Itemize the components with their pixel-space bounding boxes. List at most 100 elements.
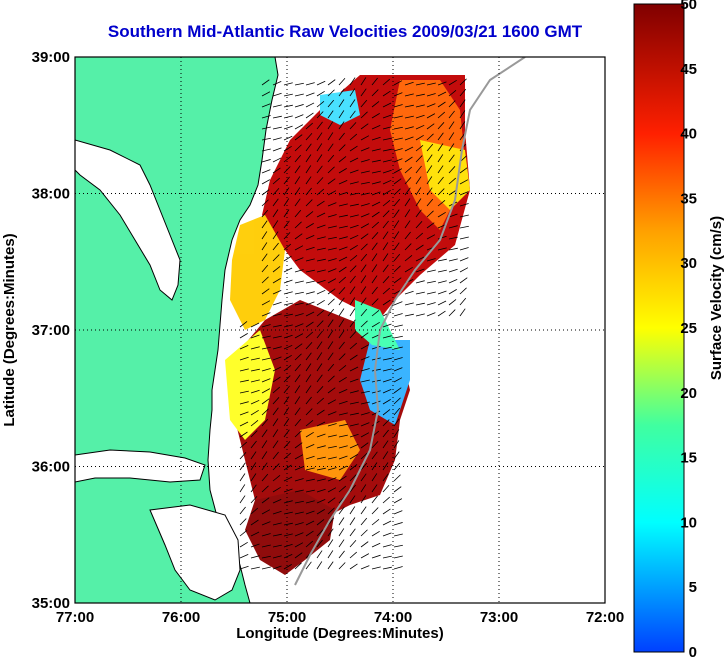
velocity-arrow [272,209,279,218]
velocity-arrow [272,533,282,537]
velocity-arrow [250,484,257,493]
velocity-arrow [338,539,345,548]
velocity-arrow [283,344,293,350]
velocity-arrow [349,214,359,218]
velocity-arrow [261,288,270,295]
velocity-arrow [338,517,345,526]
velocity-arrow [239,390,249,394]
velocity-arrow [261,346,271,350]
velocity-arrow [382,346,392,350]
velocity-arrow [261,179,271,185]
velocity-arrow [239,356,249,361]
velocity-arrow [327,477,337,482]
velocity-arrow [338,225,348,229]
velocity-arrow [316,132,323,141]
velocity-arrow [316,539,323,548]
velocity-arrow [294,104,304,108]
velocity-arrow [415,198,422,207]
velocity-arrow [294,93,304,97]
velocity-arrow [261,555,271,559]
colorbar-tick-label: 10 [680,514,697,531]
velocity-arrow [415,280,425,284]
plot-frame [74,56,606,604]
velocity-arrow [448,309,456,317]
velocity-arrow [272,220,279,229]
velocity-arrow [272,231,279,240]
velocity-arrow [382,102,392,108]
velocity-arrow [316,80,326,86]
velocity-arrow [283,375,291,383]
velocity-arrow [459,225,469,229]
velocity-arrow [393,462,401,471]
velocity-arrow [305,385,312,394]
velocity-arrow [283,313,293,317]
velocity-arrow [294,302,304,306]
velocity-arrow [338,214,348,218]
velocity-arrow [349,390,359,394]
velocity-arrow [448,143,455,152]
velocity-arrow [360,442,369,449]
velocity-arrow [338,266,347,273]
velocity-arrow [349,99,356,108]
velocity-arrow [283,176,290,185]
velocity-arrow [272,278,281,284]
velocity-arrow [360,253,368,262]
velocity-arrow [294,522,304,526]
velocity-arrow [250,389,260,394]
velocity-arrow [305,199,313,207]
velocity-arrow [239,452,247,460]
velocity-arrow [327,268,337,273]
velocity-arrow [272,544,282,548]
velocity-arrow [349,354,358,361]
velocity-arrow [338,78,346,86]
velocity-arrow [393,451,400,460]
velocity-arrow [404,266,413,273]
velocity-arrow [261,368,271,372]
velocity-arrow [294,532,304,537]
velocity-arrow [349,319,356,328]
velocity-arrow [338,475,347,482]
y-axis-label: Latitude (Degrees:Minutes) [1,233,18,426]
velocity-arrow [360,123,369,130]
velocity-arrow [382,429,389,438]
velocity-arrow [371,211,380,218]
velocity-arrow [459,179,469,185]
velocity-arrow [393,377,403,383]
velocity-arrow [261,276,269,284]
velocity-arrow [283,198,290,207]
velocity-arrow [404,313,414,317]
velocity-arrow [393,168,403,174]
velocity-arrow [360,223,370,229]
velocity-arrow [371,298,379,306]
velocity-arrow [327,352,334,361]
velocity-arrow [283,220,290,229]
velocity-arrow [283,125,293,130]
velocity-arrow [371,495,378,504]
velocity-arrow [305,510,315,515]
velocity-arrow [272,440,279,449]
velocity-arrow [415,291,425,295]
velocity-arrow [459,287,467,295]
velocity-arrow [250,473,257,482]
velocity-arrow [338,412,348,416]
velocity-arrow [250,357,260,361]
velocity-arrow [261,429,268,438]
velocity-arrow [239,441,248,449]
velocity-arrow [272,386,281,394]
velocity-arrow [360,452,368,460]
velocity-arrow [305,408,313,416]
velocity-arrow [294,407,301,416]
velocity-arrow [283,187,290,196]
velocity-arrow [349,563,358,570]
velocity-arrow [382,357,392,361]
velocity-arrow [316,561,323,570]
velocity-arrow [437,111,446,119]
velocity-arrow [283,243,292,251]
velocity-arrow [459,308,466,317]
velocity-arrow [382,462,389,471]
velocity-arrow [349,495,356,504]
velocity-arrow [360,243,368,251]
velocity-arrow [404,198,411,207]
velocity-arrow [349,169,359,174]
velocity-arrow [283,324,293,328]
